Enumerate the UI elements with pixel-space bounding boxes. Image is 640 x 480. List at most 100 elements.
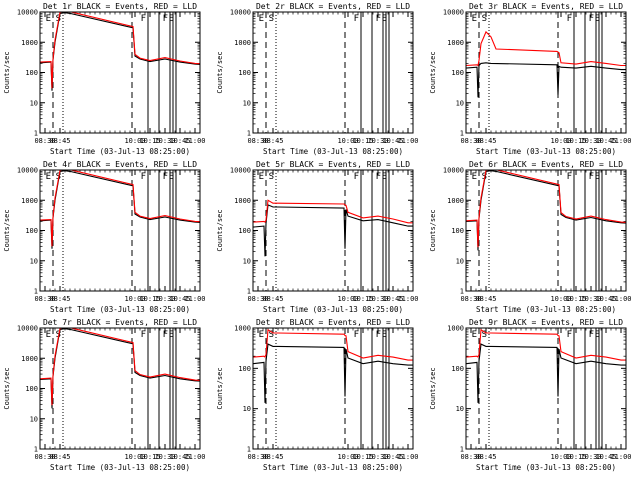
series-line-lld (253, 328, 413, 361)
x-tick-label: 08:30 (247, 137, 268, 145)
x-tick-label: 10:15 (139, 295, 160, 303)
x-tick-label: 10:15 (352, 137, 373, 145)
y-tick-label: 1000 (234, 325, 251, 333)
y-tick-label: 1000 (21, 197, 38, 205)
plot-frame (465, 11, 627, 134)
plot-frame (252, 327, 414, 450)
y-tick-label: 10000 (230, 167, 251, 175)
y-tick-label: 1000 (234, 39, 251, 47)
series-line-events (253, 343, 413, 403)
y-tick-label: 1 (247, 446, 251, 454)
event-marker-label: F (376, 14, 381, 24)
y-tick-label: 10000 (443, 9, 464, 17)
x-tick-label: 10:00 (337, 137, 358, 145)
y-tick-label: 10000 (17, 167, 38, 175)
x-tick-label: 10:15 (352, 453, 373, 461)
x-tick-label: 08:30 (247, 453, 268, 461)
x-tick-label: 10:45 (169, 137, 190, 145)
event-marker-label: F (354, 330, 359, 340)
event-marker-label: S (482, 330, 487, 340)
series-line-lld (253, 199, 413, 224)
plot-frame (465, 327, 627, 450)
event-marker-label: F (141, 330, 146, 340)
x-tick-label: 08:30 (34, 453, 55, 461)
y-tick-label: 100 (451, 69, 464, 77)
y-tick-label: 100 (451, 227, 464, 235)
x-tick-label: 11:00 (397, 453, 418, 461)
y-tick-label: 10 (30, 99, 38, 107)
event-marker-label: E (595, 330, 600, 340)
x-tick-label: 08:45 (49, 295, 70, 303)
y-tick-label: 10 (456, 405, 464, 413)
x-axis-label: Start Time (03-Jul-13 08:25:00) (476, 463, 616, 472)
x-axis-label: Start Time (03-Jul-13 08:25:00) (50, 147, 190, 156)
event-marker-label: E (169, 14, 174, 24)
chart-panel-8: Det 8r BLACK = Events, RED = LLD Counts/s… (216, 318, 419, 472)
y-tick-label: 1 (247, 288, 251, 296)
series-line-lld (40, 328, 200, 406)
x-tick-label: 08:45 (262, 295, 283, 303)
x-tick-label: 11:00 (397, 137, 418, 145)
x-tick-label: 10:45 (595, 137, 616, 145)
x-tick-label: 10:30 (154, 453, 175, 461)
x-tick-label: 10:30 (154, 137, 175, 145)
x-axis-label: Start Time (03-Jul-13 08:25:00) (50, 305, 190, 314)
x-tick-label: 10:30 (367, 295, 388, 303)
y-tick-label: 1000 (447, 197, 464, 205)
event-marker-label: F (141, 14, 146, 24)
event-marker-label: S (269, 172, 274, 182)
event-marker-label: F (567, 14, 572, 24)
chart-title: Det 2r BLACK = Events, RED = LLD (256, 2, 410, 11)
chart-panel-7: Det 7r BLACK = Events, RED = LLD Counts/s… (3, 318, 206, 472)
chart-title: Det 5r BLACK = Events, RED = LLD (256, 160, 410, 169)
x-tick-label: 10:00 (337, 453, 358, 461)
y-axis-label: Counts/sec (429, 51, 437, 93)
y-axis-label: Counts/sec (3, 209, 11, 251)
event-marker-label: E (472, 330, 477, 340)
chart-title: Det 9r BLACK = Events, RED = LLD (469, 318, 623, 327)
y-tick-label: 1 (460, 288, 464, 296)
series-line-events (253, 204, 413, 257)
x-tick-label: 10:30 (580, 137, 601, 145)
series-line-lld (466, 30, 626, 67)
event-marker-label: F (567, 330, 572, 340)
y-tick-label: 100 (238, 69, 251, 77)
y-axis-label: Counts/sec (3, 367, 11, 409)
series-line-lld (466, 328, 626, 361)
y-tick-label: 1000 (447, 39, 464, 47)
x-tick-label: 10:30 (580, 295, 601, 303)
chart-panel-9: Det 9r BLACK = Events, RED = LLD Counts/s… (429, 318, 632, 472)
y-tick-label: 1000 (234, 197, 251, 205)
x-tick-label: 11:00 (397, 295, 418, 303)
event-marker-label: S (482, 14, 487, 24)
x-tick-label: 10:15 (565, 295, 586, 303)
event-marker-label: S (269, 14, 274, 24)
y-tick-label: 10 (243, 99, 251, 107)
event-marker-label: E (259, 172, 264, 182)
x-tick-label: 10:00 (550, 453, 571, 461)
series-line-lld (40, 12, 200, 89)
x-tick-label: 10:45 (382, 295, 403, 303)
y-axis-label: Counts/sec (216, 209, 224, 251)
x-axis-label: Start Time (03-Jul-13 08:25:00) (263, 305, 403, 314)
y-tick-label: 100 (25, 227, 38, 235)
chart-panel-1: Det 1r BLACK = Events, RED = LLD Counts/s… (3, 2, 206, 156)
y-axis-label: Counts/sec (216, 367, 224, 409)
x-tick-label: 10:45 (169, 295, 190, 303)
y-axis-label: Counts/sec (3, 51, 11, 93)
x-tick-label: 08:30 (34, 137, 55, 145)
plot-frame (252, 169, 414, 292)
series-line-events (466, 62, 626, 98)
x-tick-label: 08:30 (34, 295, 55, 303)
y-tick-label: 1 (460, 446, 464, 454)
x-tick-label: 10:15 (139, 453, 160, 461)
y-tick-label: 1 (247, 130, 251, 138)
event-marker-label: E (382, 14, 387, 24)
x-tick-label: 08:45 (49, 453, 70, 461)
event-marker-label: F (567, 172, 572, 182)
chart-title: Det 1r BLACK = Events, RED = LLD (43, 2, 197, 11)
y-tick-label: 10000 (443, 167, 464, 175)
y-tick-label: 10000 (230, 9, 251, 17)
series-line-lld (40, 170, 200, 247)
